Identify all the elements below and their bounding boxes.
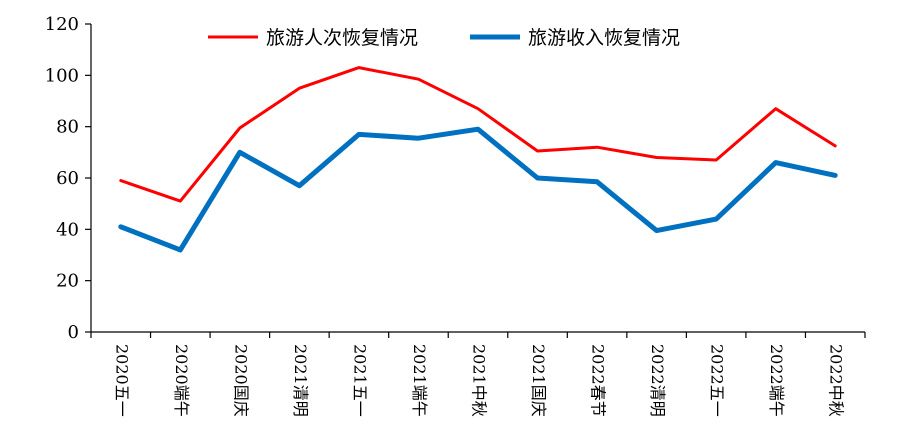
- y-tick-label: 60: [56, 168, 79, 189]
- data-point: [120, 226, 122, 228]
- x-tick-label: 2021国庆: [529, 344, 548, 417]
- y-axis-ticks: 0 20 40 60 80 100 120: [45, 14, 91, 343]
- y-tick-label: 100: [45, 65, 79, 86]
- legend-label: 旅游人次恢复情况: [266, 27, 418, 49]
- x-tick-label: 2022春节: [589, 344, 608, 417]
- data-point: [417, 137, 419, 139]
- data-point: [715, 218, 717, 220]
- x-tick-label: 2021五一: [350, 344, 369, 417]
- x-tick-label: 2022五一: [708, 344, 727, 417]
- data-point: [775, 162, 777, 164]
- y-tick-label: 80: [56, 117, 79, 138]
- x-tick-label: 2021端午: [410, 344, 429, 417]
- x-axis-ticks: 2020五一 2020端午 2020国庆 2021清明 2021五一 2021端午 2021…: [90, 332, 866, 417]
- x-tick-label: 2020国庆: [231, 344, 250, 417]
- x-tick-label: 2022端午: [767, 344, 786, 417]
- data-point: [417, 78, 419, 80]
- x-tick-label: 2021中秋: [470, 344, 489, 417]
- legend-label: 旅游收入恢复情况: [528, 27, 680, 49]
- data-point: [596, 181, 598, 183]
- data-point: [179, 200, 181, 202]
- data-point: [537, 150, 539, 152]
- data-point: [239, 151, 241, 153]
- x-tick-label: 2022中秋: [827, 344, 846, 417]
- data-point: [179, 249, 181, 251]
- data-point: [834, 174, 836, 176]
- data-point: [537, 177, 539, 179]
- data-point: [656, 230, 658, 232]
- data-point: [358, 67, 360, 69]
- x-tick-label: 2020五一: [112, 344, 131, 417]
- data-point: [120, 180, 122, 182]
- data-point: [656, 156, 658, 158]
- data-point: [477, 128, 479, 130]
- x-tick-label: 2022清明: [648, 344, 667, 417]
- data-point: [775, 108, 777, 110]
- axes: [90, 24, 865, 333]
- y-tick-label: 120: [45, 14, 79, 35]
- x-tick-label: 2021清明: [291, 344, 310, 417]
- y-tick-label: 40: [56, 219, 79, 240]
- data-point: [477, 108, 479, 110]
- data-point: [358, 133, 360, 135]
- data-point: [834, 145, 836, 147]
- y-tick-label: 0: [68, 322, 79, 343]
- data-point: [298, 87, 300, 89]
- series-lines: [118, 66, 838, 253]
- series-line-1: [118, 126, 838, 253]
- y-tick-label: 20: [56, 271, 79, 292]
- series-line-0: [119, 66, 837, 203]
- data-point: [239, 127, 241, 129]
- x-tick-label: 2020端午: [172, 344, 191, 417]
- data-point: [596, 146, 598, 148]
- data-point: [298, 185, 300, 187]
- data-point: [715, 159, 717, 161]
- legend: 旅游人次恢复情况 旅游收入恢复情况: [208, 27, 680, 49]
